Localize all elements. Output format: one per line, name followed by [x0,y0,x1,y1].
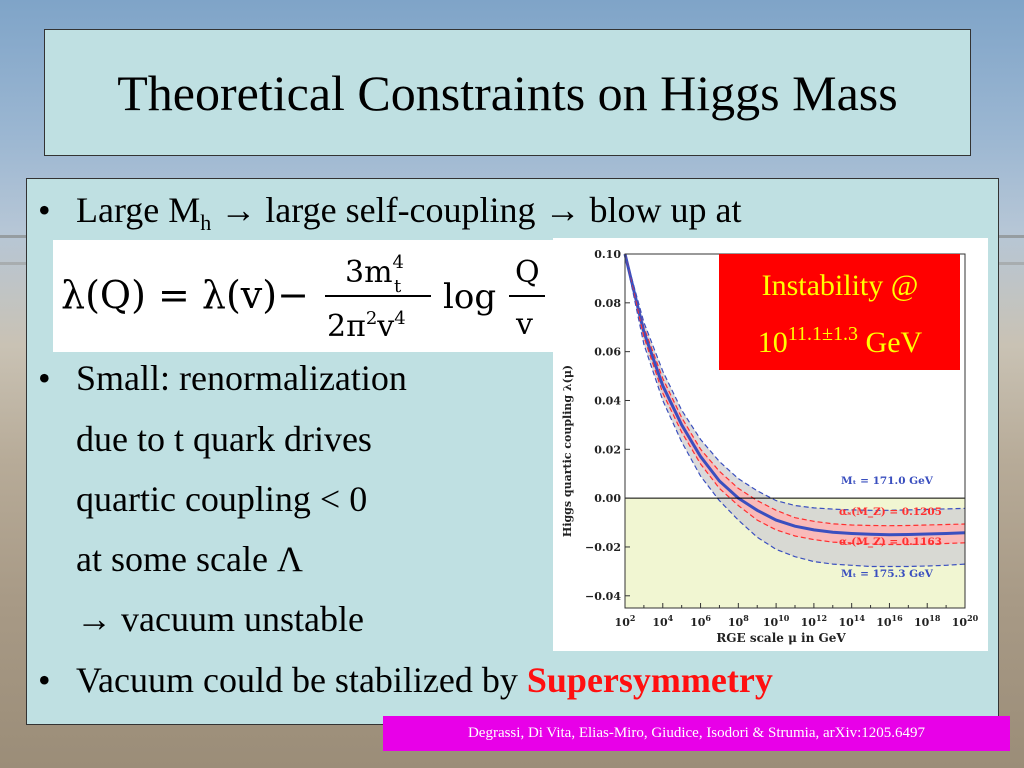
y-axis-label: Higgs quartic coupling λ(μ) [561,365,574,537]
subscript: h [200,210,212,236]
bullet-line-3: quartic coupling < 0 [76,479,368,519]
formula-num-sub: t [394,276,402,297]
series-line-3 [624,253,966,546]
series-line-2 [623,253,966,537]
instability-line2: 1011.1±1.3 GeV [758,323,923,359]
x-tick-label: 1014 [838,613,865,629]
formula-num: 3m4 t [345,252,404,297]
bullet-dot: • [38,660,51,700]
x-tick-label: 1012 [801,613,827,629]
instability-line1: Instability @ [762,269,919,302]
y-tick-label: 0.02 [594,443,621,456]
bullet-line-1: Small: renormalization [76,358,407,398]
series-line-4 [624,253,966,568]
x-axis-label: RGE scale μ in GeV [716,631,846,645]
formula-frac2-num: Q [515,255,540,290]
y-tick-label: −0.04 [585,590,621,603]
x-tick-label: 108 [728,613,749,629]
formula-svg: λ(Q) = λ(v)− 3m4 t 2π2v4 log Q v [61,252,545,344]
y-tick-label: 0.08 [594,297,621,310]
series-label: αₛ(M_Z) = 0.1163 [839,536,942,549]
formula-den: 2π2v4 [327,308,406,344]
bullet-large-mh: Large Mh → large self-coupling → blow up… [76,190,742,243]
slide-title: Theoretical Constraints on Higgs Mass [117,64,898,121]
instability-unit: GeV [858,326,922,359]
bullet-dot: • [38,358,51,398]
y-tick-label: −0.02 [585,541,621,554]
bullet-supersymmetry: Vacuum could be stabilized by Supersymme… [76,660,773,700]
title-box: Theoretical Constraints on Higgs Mass [44,29,971,156]
y-tick-label: 0.10 [594,248,621,261]
y-tick-label: 0.04 [594,394,621,407]
chart-svg: 0.10 0.08 0.06 0.04 0.02 0.00 −0.02 −0.04 102 104… [561,248,979,645]
y-tick-label: 0.00 [594,492,621,505]
formula-frac2-den: v [515,307,533,342]
series-line-0 [624,253,966,511]
formula-num-base: 3m [345,255,393,290]
x-tick-label: 104 [652,613,673,629]
bullet-text: Large M [76,190,201,230]
x-tick-label: 106 [690,613,711,629]
x-tick-label: 1010 [763,613,790,629]
x-tick-label: 1018 [914,613,941,629]
formula-log: log [443,277,496,317]
formula-den-sup1: 2 [366,308,377,329]
x-tick-label: 1016 [876,613,903,629]
instability-exponent: 11.1±1.3 [788,323,858,345]
higgs-coupling-plot: 0.10 0.08 0.06 0.04 0.02 0.00 −0.02 −0.04 102 104… [553,238,988,651]
formula-lhs: λ(Q) = λ(v)− [61,273,309,317]
x-tick-label: 1020 [952,613,979,629]
formula-den-v: v [376,309,394,344]
x-tick-label: 102 [615,613,636,629]
series-label: Mₜ = 171.0 GeV [841,475,934,487]
series-label: Mₜ = 175.3 GeV [841,568,934,580]
citation: Degrassi, Di Vita, Elias-Miro, Giudice, … [383,716,1010,751]
formula-num-sup: 4 [393,252,404,273]
highlight-supersymmetry: Supersymmetry [526,660,773,700]
series-line-1 [624,253,966,527]
bullet-line-2: due to t quark drives [76,419,372,459]
instability-base: 10 [758,326,788,359]
y-tick-label: 0.06 [594,346,621,359]
series-label: αₛ(M_Z) = 0.1205 [839,506,942,519]
uncertainty-band-alphas [625,254,965,545]
bullet-text: Vacuum could be stabilized by [76,660,527,700]
instability-box [719,254,960,370]
bullet-dot: • [38,190,51,230]
bullet-line-4: at some scale Λ [76,539,304,579]
formula-den-sup2: 4 [394,308,405,329]
bullet-line-5: → vacuum unstable [76,599,364,639]
formula-den-base: 2π [327,309,366,344]
bullet-text: → large self-coupling → blow up at [220,190,742,230]
rge-formula: λ(Q) = λ(v)− 3m4 t 2π2v4 log Q v [53,240,557,352]
